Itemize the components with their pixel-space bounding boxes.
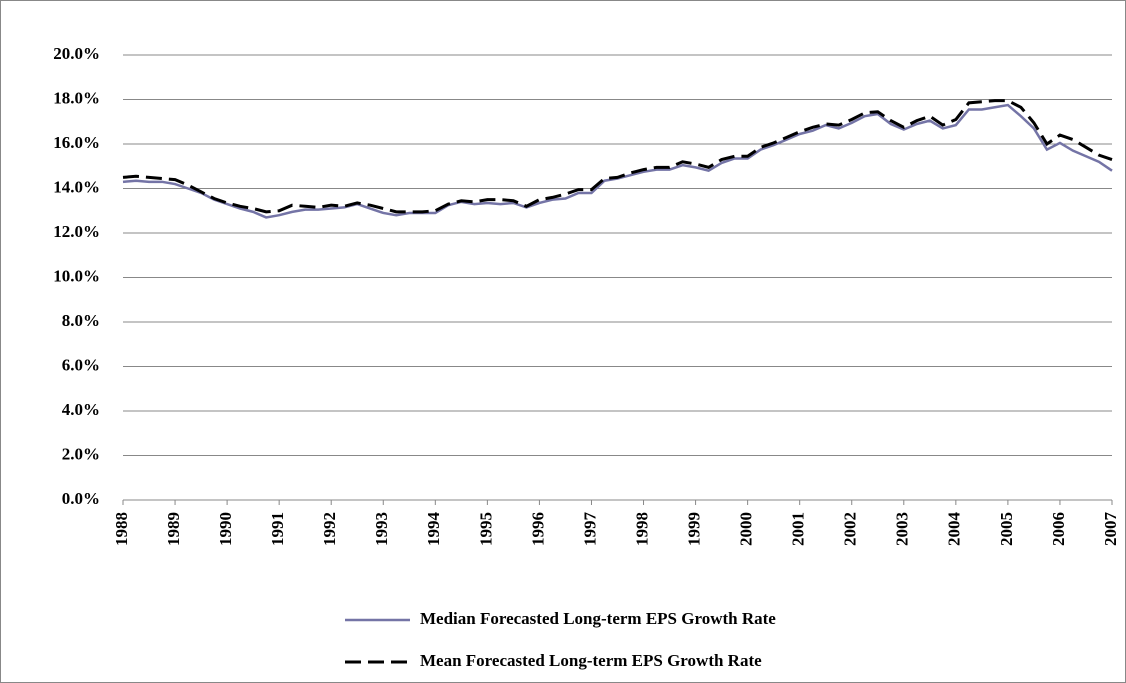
y-tick-label: 12.0%	[53, 222, 100, 241]
legend-label: Mean Forecasted Long-term EPS Growth Rat…	[420, 651, 762, 670]
x-tick-label: 2000	[737, 512, 756, 546]
x-tick-label: 1999	[684, 512, 703, 546]
y-tick-label: 4.0%	[62, 400, 100, 419]
y-tick-label: 16.0%	[53, 133, 100, 152]
y-tick-label: 14.0%	[53, 177, 100, 196]
x-tick-label: 1989	[164, 512, 183, 546]
line-series	[122, 99, 1113, 214]
x-tick-label: 2004	[945, 512, 964, 547]
x-tick-label: 1998	[632, 512, 651, 546]
x-tick-label: 2001	[789, 512, 808, 546]
y-tick-label: 20.0%	[53, 44, 100, 63]
y-tick-label: 18.0%	[53, 88, 100, 107]
x-tick-label: 1993	[372, 512, 391, 546]
x-tick-label: 1995	[476, 512, 495, 546]
x-tick-label: 2003	[893, 512, 912, 546]
y-tick-label: 8.0%	[62, 311, 100, 330]
x-tick-label: 1994	[424, 512, 443, 547]
x-tick-label: 2007	[1101, 512, 1120, 547]
x-tick-label: 1992	[320, 512, 339, 546]
x-tick-label: 1988	[112, 512, 131, 546]
x-tick-label: 1997	[580, 512, 599, 547]
y-tick-label: 2.0%	[62, 444, 100, 463]
x-tick-label: 1996	[528, 512, 547, 546]
y-tick-label: 6.0%	[62, 355, 100, 374]
x-tick-label: 2005	[997, 512, 1016, 546]
x-tick-label: 2006	[1049, 512, 1068, 546]
x-tick-label: 2002	[841, 512, 860, 546]
y-tick-label: 10.0%	[53, 266, 100, 285]
legend-label: Median Forecasted Long-term EPS Growth R…	[420, 609, 776, 628]
y-tick-label: 0.0%	[62, 489, 100, 508]
x-tick-label: 1991	[268, 512, 287, 546]
x-tick-label: 1990	[216, 512, 235, 546]
